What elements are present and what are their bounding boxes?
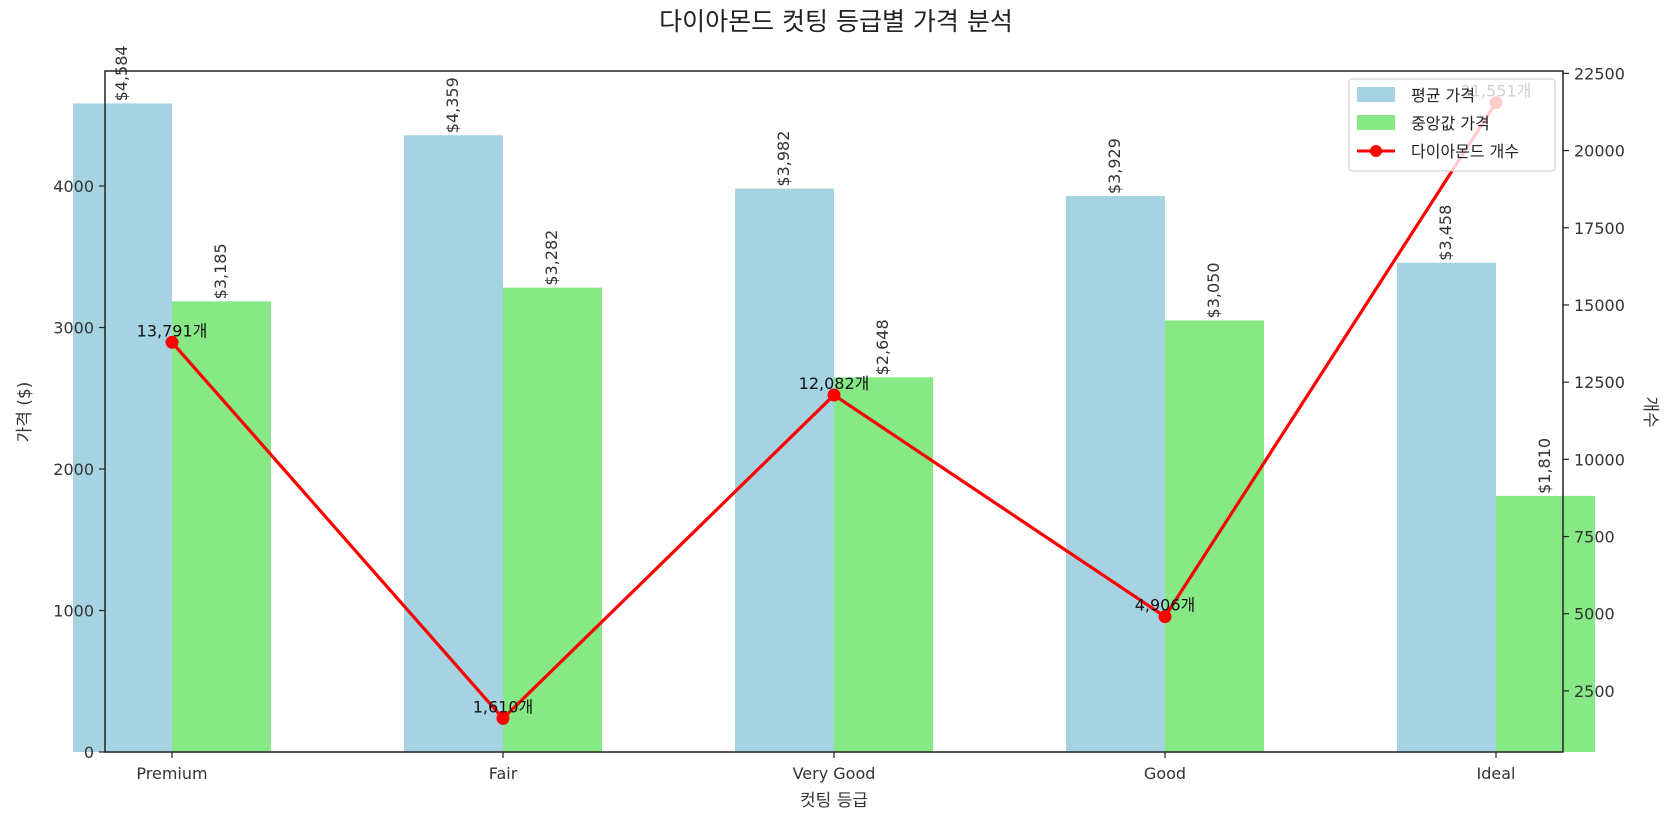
y-tick-label-4: 4000: [53, 177, 94, 196]
bar-mean-0: [73, 103, 172, 753]
y2-axis-title: 개수: [1640, 396, 1660, 427]
count-label-1: 1,610개: [473, 697, 534, 716]
bar-mean-label-2: $3,982: [774, 131, 793, 187]
bar-median-2: [834, 377, 933, 752]
legend-label-count: 다이아몬드 개수: [1411, 142, 1519, 161]
x-tick-label-2: Very Good: [793, 764, 876, 783]
bar-median-label-2: $2,648: [873, 319, 892, 375]
y2-tick-label-3: 10000: [1574, 450, 1625, 469]
bar-median-label-3: $3,050: [1204, 262, 1223, 318]
count-marker-1: [496, 711, 510, 725]
bar-median-4: [1496, 495, 1595, 752]
bar-mean-3: [1066, 196, 1165, 753]
bar-mean-label-1: $4,359: [443, 77, 462, 133]
bar-mean-4: [1397, 262, 1496, 752]
bar-mean-label-4: $3,458: [1436, 205, 1455, 261]
bar-median-label-1: $3,282: [542, 230, 561, 286]
labels-layer: $4,584 $3,185 $4,359 $3,282 $3,982 $2,648 $3,9…: [112, 45, 1554, 716]
chart-title: 다이아몬드 컷팅 등급별 가격 분석: [659, 7, 1013, 36]
bar-mean-label-3: $3,929: [1105, 138, 1124, 194]
bar-median-3: [1165, 320, 1264, 752]
x-axis-title: 컷팅 등급: [800, 791, 868, 811]
bar-median-label-0: $3,185: [211, 243, 230, 299]
count-label-3: 4,906개: [1135, 596, 1196, 615]
count-marker-0: [165, 335, 179, 349]
bar-mean-1: [404, 135, 503, 752]
y-axis-title: 가격 ($): [15, 382, 35, 443]
bars-layer: [73, 103, 1595, 753]
legend-box: [1348, 78, 1556, 172]
legend: 평균 가격 중앙값 가격 다이아몬드 개수: [1348, 78, 1556, 172]
x-tick-label-1: Fair: [489, 764, 518, 783]
count-label-2: 12,082개: [799, 374, 870, 393]
y-tick-label-2: 2000: [53, 460, 94, 479]
legend-label-median: 중앙값 가격: [1411, 114, 1490, 133]
y2-tick-label-1: 5000: [1574, 605, 1615, 624]
y2-tick-label-4: 12500: [1574, 373, 1625, 392]
y2-tick-label-5: 15000: [1574, 296, 1625, 315]
bar-mean-2: [735, 188, 834, 752]
legend-marker-count: [1370, 145, 1382, 157]
bar-median-label-4: $1,810: [1535, 438, 1554, 494]
y-axis-right: 2500 5000 7500 10000 12500 15000 17500 20000 225…: [1563, 64, 1625, 701]
y2-tick-label-2: 7500: [1574, 528, 1615, 547]
count-marker-3: [1158, 610, 1172, 624]
x-tick-label-0: Premium: [136, 764, 207, 783]
y2-tick-label-6: 17500: [1574, 219, 1625, 238]
y-tick-label-0: 0: [84, 743, 94, 762]
bar-median-0: [172, 301, 271, 752]
y2-tick-label-8: 22500: [1574, 64, 1625, 83]
bar-mean-label-0: $4,584: [112, 45, 131, 101]
legend-label-mean: 평균 가격: [1411, 86, 1475, 105]
legend-swatch-median: [1357, 115, 1395, 130]
x-axis: Premium Fair Very Good Good Ideal: [136, 752, 1515, 783]
legend-swatch-mean: [1357, 87, 1395, 102]
y2-tick-label-0: 2500: [1574, 682, 1615, 701]
x-tick-label-4: Ideal: [1477, 764, 1516, 783]
count-label-0: 13,791개: [137, 321, 208, 340]
bar-median-1: [503, 287, 602, 752]
y-tick-label-3: 3000: [53, 319, 94, 338]
y-tick-label-1: 1000: [53, 602, 94, 621]
count-marker-2: [827, 388, 841, 402]
x-tick-label-3: Good: [1144, 764, 1186, 783]
y2-tick-label-7: 20000: [1574, 142, 1625, 161]
y-axis-left: 0 1000 2000 3000 4000: [53, 177, 105, 762]
